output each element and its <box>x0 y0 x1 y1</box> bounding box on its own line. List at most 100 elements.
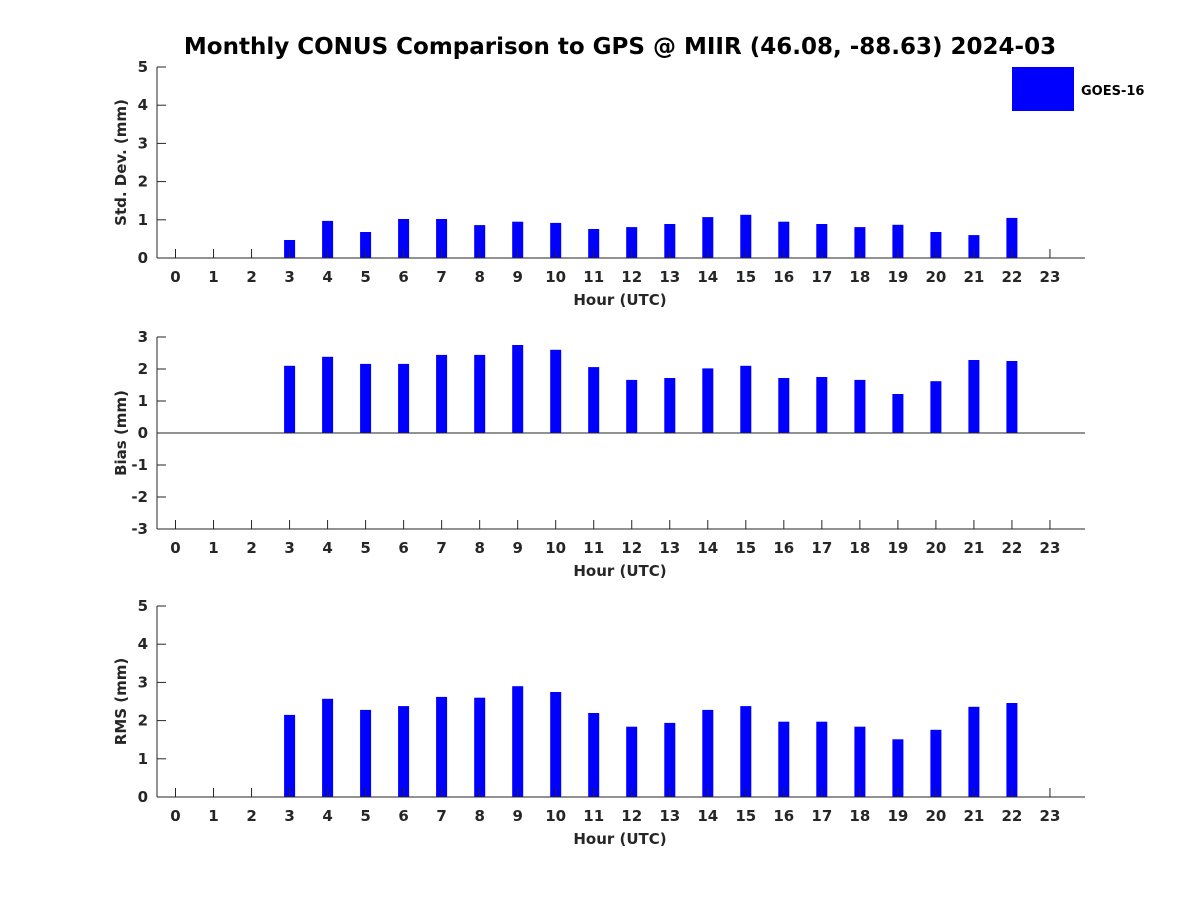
bar-bias-hour-4 <box>322 356 334 433</box>
bar-std-dev-hour-10 <box>550 222 562 258</box>
bar-bias-hour-11 <box>588 367 600 433</box>
x-tick-label-bias: 9 <box>512 539 522 557</box>
bar-bias-hour-6 <box>398 363 410 433</box>
x-tick-label-std-dev: 12 <box>621 268 642 286</box>
bar-bias-hour-21 <box>968 360 980 433</box>
x-axis-label-rms: Hour (UTC) <box>573 830 666 848</box>
bar-bias-hour-19 <box>892 394 904 433</box>
bar-std-dev-hour-7 <box>436 219 448 258</box>
bar-std-dev-hour-17 <box>816 224 828 258</box>
x-tick-label-rms: 13 <box>659 807 680 825</box>
bar-rms-hour-4 <box>322 698 334 797</box>
y-tick-label-rms: 5 <box>138 597 148 615</box>
x-tick-label-std-dev: 19 <box>887 268 908 286</box>
bar-std-dev-hour-15 <box>740 214 752 258</box>
x-tick-label-rms: 1 <box>208 807 218 825</box>
x-tick-label-std-dev: 7 <box>436 268 446 286</box>
x-tick-label-bias: 18 <box>849 539 870 557</box>
x-tick-label-bias: 15 <box>735 539 756 557</box>
bar-std-dev-hour-5 <box>360 232 372 258</box>
x-tick-label-std-dev: 0 <box>170 268 180 286</box>
x-tick-label-bias: 23 <box>1040 539 1061 557</box>
x-tick-label-std-dev: 22 <box>1002 268 1023 286</box>
x-tick-label-std-dev: 4 <box>322 268 332 286</box>
bar-rms-hour-7 <box>436 696 448 797</box>
y-tick-label-bias: 1 <box>138 392 148 410</box>
x-tick-label-rms: 11 <box>583 807 604 825</box>
bar-rms-hour-19 <box>892 739 904 797</box>
x-tick-label-rms: 19 <box>887 807 908 825</box>
x-tick-label-bias: 5 <box>360 539 370 557</box>
legend: GOES-16 <box>1012 67 1144 111</box>
x-tick-label-rms: 20 <box>925 807 946 825</box>
bar-std-dev-hour-22 <box>1006 217 1018 258</box>
bar-rms-hour-6 <box>398 706 410 797</box>
y-tick-label-std-dev: 2 <box>138 173 148 191</box>
x-tick-label-rms: 8 <box>474 807 484 825</box>
x-tick-label-bias: 3 <box>284 539 294 557</box>
y-tick-label-bias: 3 <box>138 328 148 346</box>
x-tick-label-bias: 7 <box>436 539 446 557</box>
x-tick-label-rms: 18 <box>849 807 870 825</box>
x-tick-label-rms: 16 <box>773 807 794 825</box>
bar-rms-hour-3 <box>284 714 296 797</box>
x-tick-label-rms: 9 <box>512 807 522 825</box>
x-tick-label-std-dev: 16 <box>773 268 794 286</box>
x-tick-label-bias: 10 <box>545 539 566 557</box>
x-tick-label-rms: 22 <box>1002 807 1023 825</box>
x-tick-label-bias: 22 <box>1002 539 1023 557</box>
y-tick-label-std-dev: 0 <box>138 249 148 267</box>
bar-std-dev-hour-13 <box>664 224 676 258</box>
bar-rms-hour-20 <box>930 729 942 797</box>
bar-rms-hour-10 <box>550 692 562 797</box>
x-tick-label-bias: 0 <box>170 539 180 557</box>
x-axis-label-bias: Hour (UTC) <box>573 562 666 580</box>
x-tick-label-std-dev: 20 <box>925 268 946 286</box>
x-tick-label-std-dev: 13 <box>659 268 680 286</box>
y-tick-label-rms: 3 <box>138 673 148 691</box>
bar-std-dev-hour-8 <box>474 225 486 258</box>
x-tick-label-std-dev: 14 <box>697 268 718 286</box>
bar-rms-hour-21 <box>968 706 980 797</box>
x-tick-label-bias: 6 <box>398 539 408 557</box>
y-tick-label-bias: -3 <box>131 520 148 538</box>
y-tick-label-rms: 0 <box>138 788 148 806</box>
x-tick-label-rms: 23 <box>1040 807 1061 825</box>
x-tick-label-std-dev: 8 <box>474 268 484 286</box>
x-tick-label-std-dev: 1 <box>208 268 218 286</box>
bar-rms-hour-16 <box>778 721 790 797</box>
x-tick-label-std-dev: 3 <box>284 268 294 286</box>
x-tick-label-bias: 4 <box>322 539 332 557</box>
x-tick-label-std-dev: 11 <box>583 268 604 286</box>
x-tick-label-rms: 12 <box>621 807 642 825</box>
x-tick-label-rms: 0 <box>170 807 180 825</box>
y-tick-label-std-dev: 1 <box>138 211 148 229</box>
bar-bias-hour-22 <box>1006 361 1018 433</box>
y-axis-label-bias: Bias (mm) <box>112 390 130 476</box>
x-tick-label-std-dev: 15 <box>735 268 756 286</box>
x-tick-label-bias: 19 <box>887 539 908 557</box>
bar-bias-hour-9 <box>512 345 524 433</box>
x-tick-label-std-dev: 10 <box>545 268 566 286</box>
bar-std-dev-hour-4 <box>322 220 334 258</box>
x-tick-label-std-dev: 6 <box>398 268 408 286</box>
x-tick-label-std-dev: 5 <box>360 268 370 286</box>
x-tick-label-std-dev: 17 <box>811 268 832 286</box>
y-tick-label-bias: -2 <box>131 488 148 506</box>
x-tick-label-rms: 17 <box>811 807 832 825</box>
y-tick-label-bias: 2 <box>138 360 148 378</box>
x-tick-label-bias: 2 <box>246 539 256 557</box>
y-tick-label-std-dev: 4 <box>138 96 148 114</box>
x-tick-label-bias: 8 <box>474 539 484 557</box>
x-tick-label-std-dev: 23 <box>1040 268 1061 286</box>
x-tick-label-bias: 20 <box>925 539 946 557</box>
bar-bias-hour-3 <box>284 365 296 433</box>
bar-rms-hour-15 <box>740 706 752 797</box>
y-tick-label-bias: -1 <box>131 456 148 474</box>
bar-bias-hour-20 <box>930 381 942 433</box>
bar-std-dev-hour-19 <box>892 224 904 258</box>
y-tick-label-bias: 0 <box>138 424 148 442</box>
